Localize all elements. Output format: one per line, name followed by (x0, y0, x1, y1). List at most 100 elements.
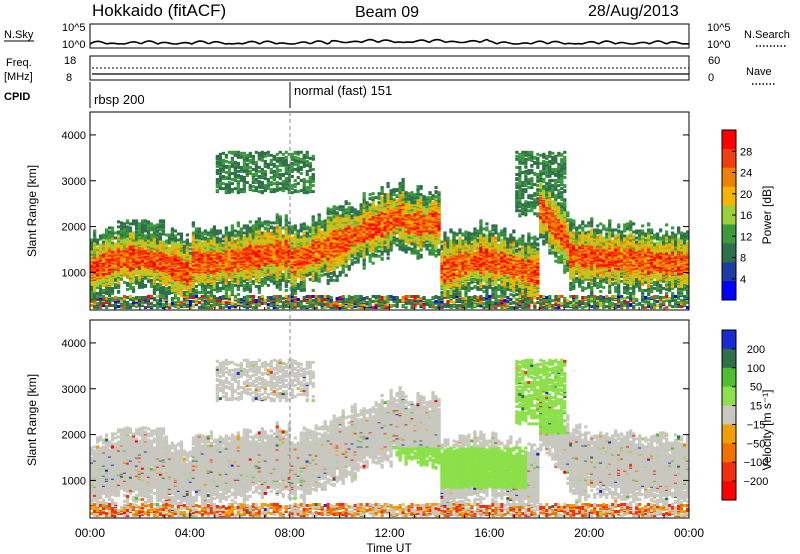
data-cell (171, 268, 174, 271)
data-cell (102, 295, 105, 298)
data-cell (168, 241, 171, 244)
data-cell (120, 221, 123, 224)
data-cell (147, 280, 150, 283)
freq-left-tick-top: 18 (64, 55, 76, 67)
data-cell (180, 232, 183, 235)
nsky-line (90, 40, 689, 44)
data-cell (156, 302, 159, 305)
data-cell (114, 243, 117, 246)
data-cell (129, 295, 132, 298)
data-cell (135, 226, 138, 229)
data-cell (135, 219, 138, 222)
data-cell (195, 298, 198, 301)
data-cell (165, 240, 168, 243)
data-cell (144, 219, 147, 222)
data-cell (99, 292, 102, 295)
data-cell (129, 303, 132, 306)
data-cell (192, 300, 195, 303)
nsearch-label: N.Search (744, 29, 790, 41)
data-cell (168, 237, 171, 240)
data-cell (171, 302, 174, 305)
data-cell (111, 304, 114, 307)
data-cell (126, 296, 129, 299)
data-cell (186, 239, 189, 242)
data-cell (147, 224, 150, 227)
data-cell (195, 295, 198, 298)
nave-right-tick-top: 60 (708, 55, 720, 67)
data-cell (117, 225, 120, 228)
data-cell (120, 297, 123, 300)
data-cell (138, 230, 141, 233)
data-cell (132, 231, 135, 234)
data-cell (150, 222, 153, 225)
data-cell (156, 299, 159, 302)
data-cell (120, 230, 123, 233)
date-title: 28/Aug/2013 (588, 3, 679, 20)
data-cell (144, 284, 147, 287)
data-cell (117, 230, 120, 233)
data-cell (135, 296, 138, 299)
data-cell (162, 299, 165, 302)
data-cell (177, 297, 180, 300)
data-cell (126, 219, 129, 222)
data-cell (156, 283, 159, 286)
data-cell (189, 296, 192, 299)
data-cell (138, 225, 141, 228)
data-cell (150, 279, 153, 282)
data-cell (126, 225, 129, 228)
data-cell (126, 282, 129, 285)
data-cell (150, 295, 153, 298)
data-cell (99, 244, 102, 247)
data-cell (168, 233, 171, 236)
data-cell (168, 286, 171, 289)
data-cell (156, 229, 159, 232)
data-cell (138, 282, 141, 285)
data-cell (189, 243, 192, 246)
data-cell (144, 306, 147, 309)
data-cell (141, 280, 144, 283)
data-cell (162, 303, 165, 306)
data-cell (153, 304, 156, 307)
data-cell (93, 295, 96, 298)
data-cell (117, 305, 120, 308)
data-cell (123, 222, 126, 225)
beam-title: Beam 09 (355, 4, 419, 21)
data-cell (144, 299, 147, 302)
data-cell (114, 296, 117, 299)
data-cell (96, 295, 99, 298)
data-cell (150, 302, 153, 305)
data-cell (96, 292, 99, 295)
data-cell (162, 241, 165, 244)
power-data (90, 151, 689, 309)
data-cell (114, 283, 117, 286)
data-cell (96, 239, 99, 242)
data-cell (129, 226, 132, 229)
freq-panel: Freq. [MHz] 18 8 60 0 Nave (4, 55, 776, 84)
data-cell (123, 295, 126, 298)
nsky-left-tick-top: 10^5 (62, 22, 86, 34)
data-cell (126, 288, 129, 291)
data-cell (114, 237, 117, 240)
data-cell (105, 305, 108, 308)
data-cell (93, 281, 96, 284)
data-cell (129, 283, 132, 286)
data-cell (150, 225, 153, 228)
data-cell (189, 248, 192, 251)
data-cell (108, 237, 111, 240)
data-cell (147, 220, 150, 223)
data-cell (132, 297, 135, 300)
data-cell (114, 231, 117, 234)
data-cell (117, 260, 120, 263)
data-cell (105, 297, 108, 300)
data-cell (189, 300, 192, 303)
data-cell (165, 233, 168, 236)
data-cell (159, 232, 162, 235)
data-cell (147, 295, 150, 298)
data-cell (132, 219, 135, 222)
data-cell (135, 230, 138, 233)
data-cell (153, 275, 156, 278)
freq-label: Freq. (6, 57, 32, 69)
data-cell (192, 231, 195, 234)
data-cell (147, 244, 150, 247)
